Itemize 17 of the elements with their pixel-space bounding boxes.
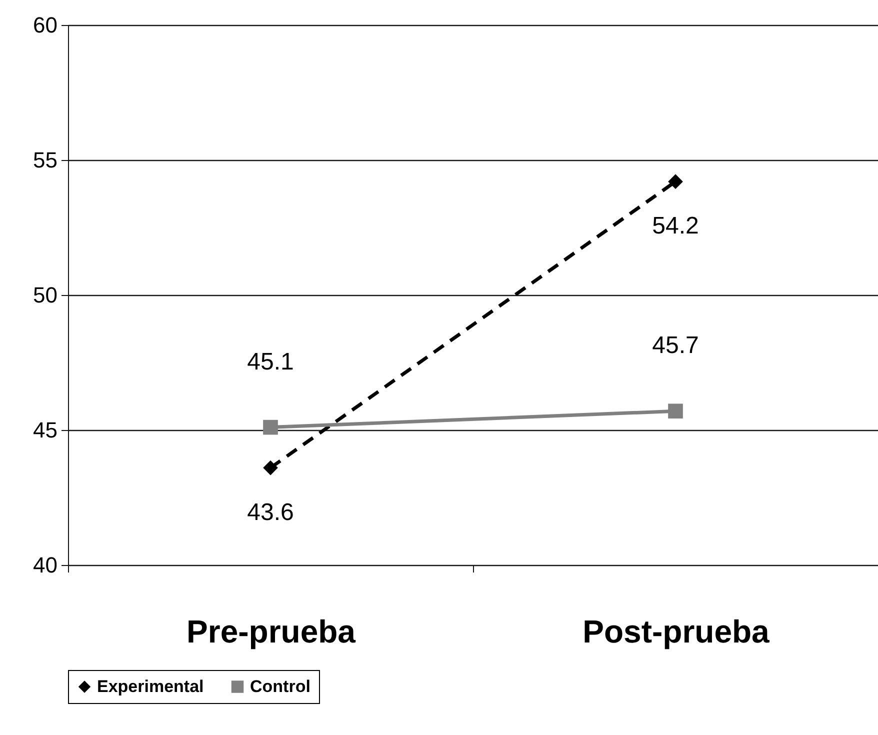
point — [668, 174, 683, 190]
legend-label: Experimental — [97, 676, 204, 696]
data-label: 54.2 — [652, 212, 699, 240]
y-tick-label: 45 — [33, 418, 58, 442]
y-tick-label: 60 — [33, 12, 58, 38]
y-tick-label: 55 — [33, 148, 58, 172]
point — [263, 420, 278, 435]
data-label: 43.6 — [247, 498, 294, 526]
point — [668, 404, 683, 419]
legend-label: Control — [250, 676, 310, 696]
x-tick-label: Post-prueba — [582, 614, 770, 650]
data-label: 45.1 — [247, 348, 294, 376]
point — [263, 460, 278, 476]
data-label: 45.7 — [652, 332, 699, 360]
y-tick-label: 40 — [33, 552, 58, 578]
x-tick-label: Pre-prueba — [186, 614, 356, 650]
y-tick-label: 50 — [33, 282, 58, 308]
